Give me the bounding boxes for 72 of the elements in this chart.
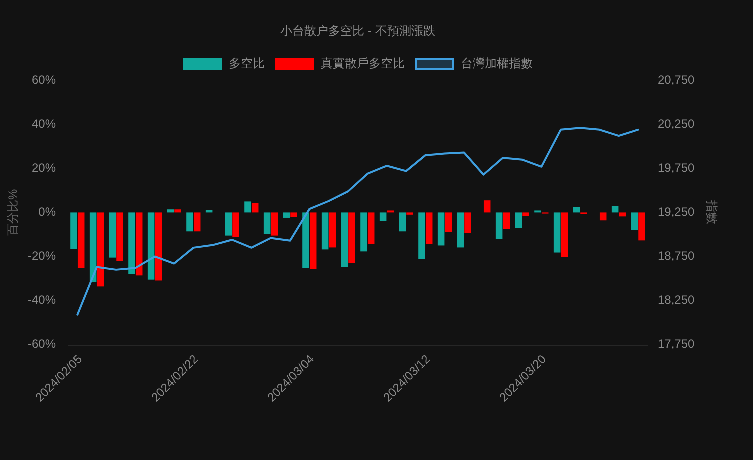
y-tick-label: -40% [28, 292, 56, 307]
bar [561, 212, 568, 258]
bar [418, 212, 426, 260]
bar [167, 210, 174, 213]
bar [128, 212, 136, 274]
bar [619, 212, 626, 217]
bar [244, 202, 252, 213]
bar [464, 212, 472, 234]
bar [612, 206, 619, 213]
bar [136, 212, 143, 276]
y2-axis-title: 指數 [704, 200, 719, 225]
y-tick-label: 60% [32, 72, 56, 87]
line-series [76, 127, 640, 316]
y2-tick-label: 20,750 [658, 72, 696, 87]
bar [283, 212, 290, 218]
bar [573, 207, 580, 213]
bar [522, 212, 530, 216]
y-tick-label: -60% [28, 336, 56, 351]
bar [90, 212, 97, 282]
bar [109, 212, 116, 258]
y2-tick-label: 18,250 [658, 292, 696, 307]
bar [194, 212, 201, 232]
y2-tick-label: 18,750 [658, 248, 696, 263]
bar [186, 212, 194, 232]
bar [264, 212, 271, 234]
chart-title: 小台散户多空比 - 不預測漲跌 [280, 24, 436, 38]
y2-tick-label: 19,250 [658, 204, 696, 219]
bar [515, 212, 522, 228]
bar [70, 212, 78, 250]
y-tick-label: 0% [38, 204, 56, 219]
bar [368, 212, 375, 244]
bar [78, 212, 85, 268]
bar [290, 212, 298, 218]
y-tick-label: 20% [32, 160, 56, 175]
y-axis-title: 百分比% [6, 189, 20, 236]
bar [148, 212, 155, 280]
legend-label: 真實散戶多空比 [321, 56, 405, 71]
bar [631, 212, 638, 230]
bar [322, 212, 329, 250]
bar [174, 210, 182, 213]
bar [252, 203, 259, 213]
bar [271, 212, 278, 236]
y2-tick-label: 20,250 [658, 116, 696, 131]
bar [638, 212, 646, 241]
bar [484, 200, 491, 213]
y2-tick-label: 17,750 [658, 336, 696, 351]
bar [445, 212, 452, 232]
bar [438, 212, 445, 246]
bar [341, 212, 348, 268]
bar [600, 212, 607, 221]
bar [155, 212, 162, 281]
bar [97, 212, 104, 287]
bar [310, 212, 317, 270]
bar [380, 212, 387, 222]
bar [232, 212, 240, 238]
bar [426, 212, 433, 244]
bar [496, 212, 503, 240]
legend-label: 台灣加權指數 [461, 56, 533, 71]
bar [360, 212, 368, 252]
bar [457, 212, 464, 248]
y2-tick-label: 19,750 [658, 160, 696, 175]
y-tick-label: -20% [28, 248, 56, 263]
y-tick-label: 40% [32, 116, 56, 131]
bar [329, 212, 336, 248]
bar [302, 212, 310, 268]
bar [554, 212, 561, 253]
bar [116, 212, 124, 262]
bar [348, 212, 356, 264]
legend-label: 多空比 [229, 56, 265, 71]
bar [503, 212, 510, 230]
bar [399, 212, 406, 232]
bar [225, 212, 232, 236]
